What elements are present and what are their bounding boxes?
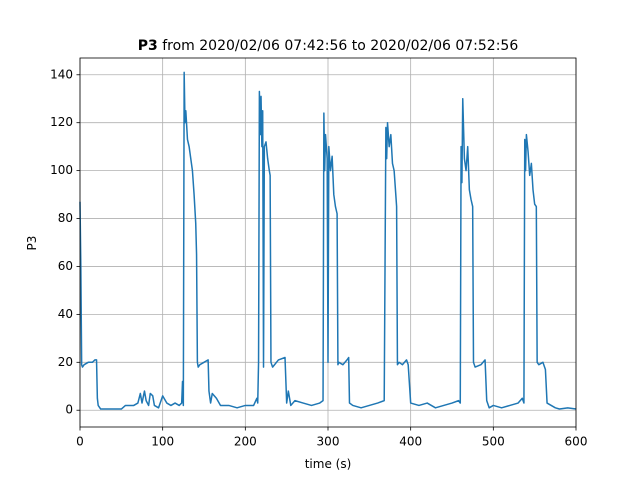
- data-line: [79, 71, 577, 410]
- title-text: from 2020/02/06 07:42:56 to 2020/02/06 0…: [162, 38, 518, 54]
- y-tick-label: 20: [58, 355, 73, 369]
- y-tick-label: 60: [58, 259, 73, 273]
- y-tick-label: 0: [65, 403, 73, 417]
- x-tick-label: 400: [399, 435, 422, 449]
- title-name: P3: [138, 38, 158, 54]
- x-tick-label: 500: [482, 435, 505, 449]
- x-tick-label: 600: [565, 435, 588, 449]
- x-tick-label: 200: [234, 435, 257, 449]
- x-axis-label: time (s): [305, 457, 352, 471]
- x-tick-label: 0: [76, 435, 84, 449]
- x-tick-label: 100: [151, 435, 174, 449]
- chart-title: P3 from 2020/02/06 07:42:56 to 2020/02/0…: [138, 38, 519, 54]
- y-tick-label: 40: [58, 307, 73, 321]
- y-tick-label: 120: [50, 115, 73, 129]
- plot-frame: [79, 57, 577, 428]
- y-axis-label: P3: [25, 236, 39, 251]
- x-tick-label: 300: [317, 435, 340, 449]
- y-tick-label: 140: [50, 67, 73, 81]
- y-tick-label: 80: [58, 211, 73, 225]
- y-tick-label: 100: [50, 163, 73, 177]
